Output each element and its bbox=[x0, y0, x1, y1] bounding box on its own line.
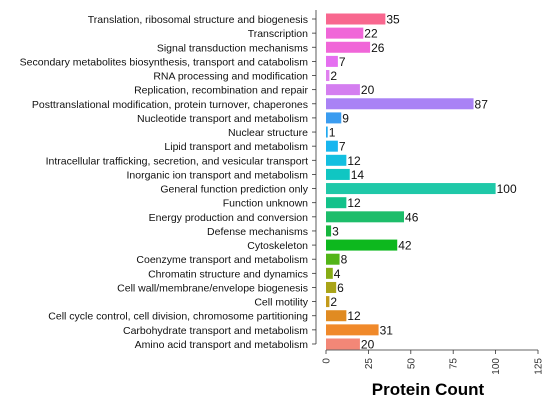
bar bbox=[326, 41, 371, 53]
bar bbox=[326, 183, 496, 195]
bar bbox=[326, 112, 342, 124]
value-label: 9 bbox=[342, 111, 349, 125]
category-label: Coenzyme transport and metabolism bbox=[136, 254, 308, 266]
category-labels: Translation, ribosomal structure and bio… bbox=[20, 14, 309, 351]
x-tick-label: 0 bbox=[322, 358, 333, 364]
category-label: Inorganic ion transport and metabolism bbox=[126, 169, 308, 181]
x-axis-title: Protein Count bbox=[372, 380, 485, 399]
bar bbox=[326, 140, 338, 152]
category-label: Transcription bbox=[248, 28, 308, 40]
x-tick-label: 25 bbox=[364, 358, 375, 370]
value-label: 46 bbox=[405, 210, 419, 224]
bar bbox=[326, 98, 474, 110]
value-label: 42 bbox=[398, 239, 412, 253]
value-label: 31 bbox=[380, 323, 394, 337]
bar bbox=[326, 296, 330, 308]
bar bbox=[326, 324, 379, 336]
value-label: 2 bbox=[330, 295, 337, 309]
bar bbox=[326, 281, 337, 293]
category-label: Chromatin structure and dynamics bbox=[148, 268, 308, 280]
bar bbox=[326, 239, 398, 251]
category-label: Secondary metabolites biosynthesis, tran… bbox=[20, 56, 309, 68]
category-label: Posttranslational modification, protein … bbox=[32, 99, 308, 111]
value-label: 2 bbox=[330, 69, 337, 83]
bar bbox=[326, 338, 360, 350]
category-label: Replication, recombination and repair bbox=[134, 85, 308, 97]
value-label: 12 bbox=[347, 309, 361, 323]
value-label: 100 bbox=[497, 182, 517, 196]
value-label: 3 bbox=[332, 224, 339, 238]
bar bbox=[326, 211, 405, 223]
category-label: Nuclear structure bbox=[228, 127, 308, 139]
value-label: 8 bbox=[341, 253, 348, 267]
value-label: 7 bbox=[339, 55, 346, 69]
x-tick-label: 50 bbox=[406, 358, 417, 370]
bar bbox=[326, 168, 350, 180]
value-label: 20 bbox=[361, 337, 375, 351]
category-label: Signal transduction mechanisms bbox=[157, 42, 308, 54]
category-label: Carbohydrate transport and metabolism bbox=[123, 325, 308, 337]
category-label: Lipid transport and metabolism bbox=[164, 141, 308, 153]
category-label: Defense mechanisms bbox=[207, 226, 308, 238]
x-tick-label: 125 bbox=[534, 358, 545, 375]
value-label: 35 bbox=[386, 13, 400, 27]
value-label: 4 bbox=[334, 267, 341, 281]
category-label: Cytoskeleton bbox=[247, 240, 308, 252]
bar bbox=[326, 126, 328, 138]
x-tick-label: 75 bbox=[449, 358, 460, 370]
category-label: Cell wall/membrane/envelope biogenesis bbox=[117, 282, 308, 294]
bar bbox=[326, 13, 386, 25]
category-label: Function unknown bbox=[223, 198, 308, 210]
value-label: 12 bbox=[347, 196, 361, 210]
category-label: RNA processing and modification bbox=[153, 71, 308, 83]
bar bbox=[326, 84, 360, 96]
category-label: Energy production and conversion bbox=[149, 212, 309, 224]
bar bbox=[326, 267, 333, 279]
value-label: 6 bbox=[337, 281, 344, 295]
bar bbox=[326, 310, 347, 322]
value-label: 22 bbox=[364, 27, 378, 41]
x-axis: 0 25 50 75 100 125 bbox=[312, 10, 545, 375]
x-tick-label: 100 bbox=[491, 358, 502, 375]
value-label: 12 bbox=[347, 154, 361, 168]
bar bbox=[326, 27, 364, 39]
bars-layer bbox=[326, 13, 496, 350]
value-label: 1 bbox=[329, 126, 336, 140]
bar bbox=[326, 70, 330, 82]
category-label: Nucleotide transport and metabolism bbox=[137, 113, 308, 125]
value-label: 26 bbox=[371, 41, 385, 55]
value-label: 20 bbox=[361, 83, 375, 97]
category-label: Translation, ribosomal structure and bio… bbox=[88, 14, 308, 26]
bar bbox=[326, 225, 332, 237]
value-label: 7 bbox=[339, 140, 346, 154]
bar bbox=[326, 197, 347, 209]
bar bbox=[326, 253, 340, 265]
category-label: Amino acid transport and metabolism bbox=[135, 339, 309, 351]
category-label: Cell motility bbox=[254, 297, 308, 309]
category-label: Cell cycle control, cell division, chrom… bbox=[48, 311, 308, 323]
value-label: 14 bbox=[351, 168, 365, 182]
bar bbox=[326, 55, 338, 67]
value-label: 87 bbox=[475, 97, 489, 111]
bar bbox=[326, 154, 347, 166]
category-label: Intracellular trafficking, secretion, an… bbox=[46, 155, 309, 167]
category-label: General function prediction only bbox=[160, 184, 308, 196]
